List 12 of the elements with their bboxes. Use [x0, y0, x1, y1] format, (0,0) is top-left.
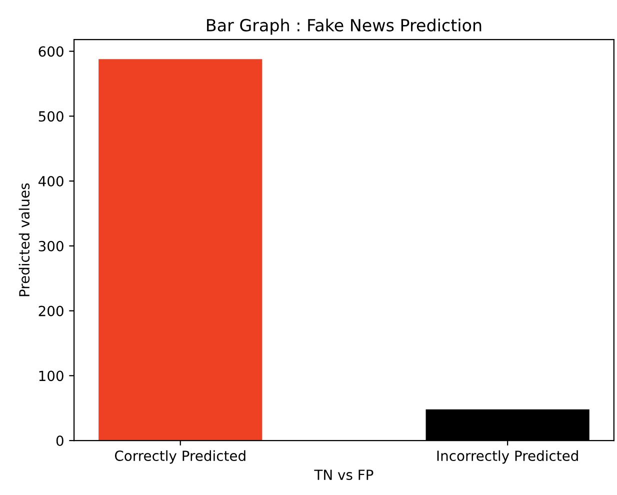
x-axis-title: TN vs FP	[314, 470, 374, 480]
x-tick-label: Correctly Predicted	[114, 450, 246, 464]
y-axis-title: Predicted values	[18, 183, 30, 296]
y-tick-label: 0	[56, 436, 64, 446]
x-tick-label: Incorrectly Predicted	[437, 450, 578, 464]
y-tick-label: 100	[39, 370, 64, 382]
y-tick-label: 500	[38, 111, 64, 122]
y-tick-label: 600	[38, 46, 64, 57]
y-tick-label: 400	[38, 176, 64, 187]
chart-title: Bar Graph : Fake News Prediction	[207, 18, 482, 35]
y-tick-label: 200	[38, 306, 64, 316]
y-tick-label: 300	[38, 240, 64, 252]
